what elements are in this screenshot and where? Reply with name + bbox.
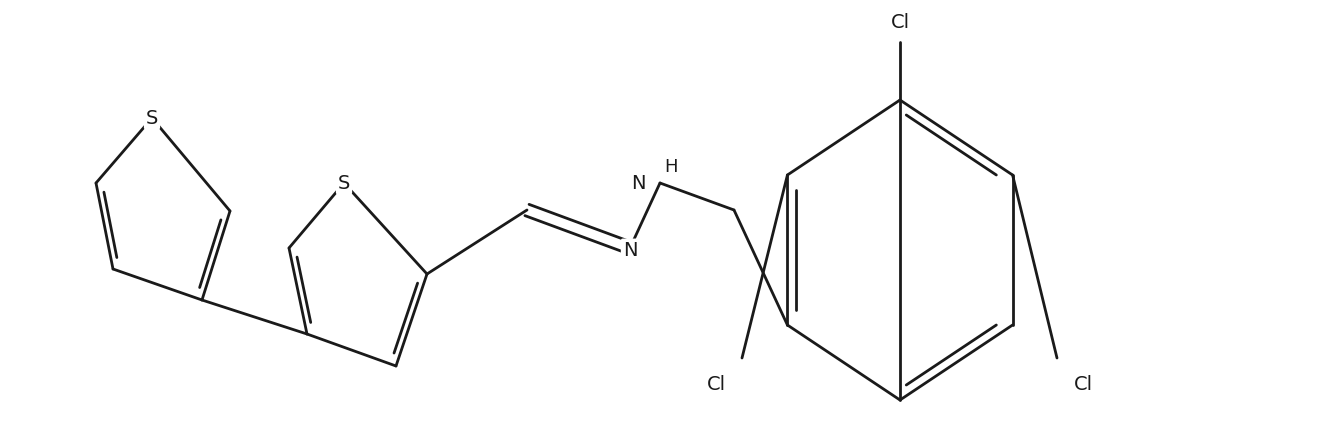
- Text: N: N: [631, 173, 646, 193]
- Text: Cl: Cl: [707, 375, 725, 395]
- Text: S: S: [338, 173, 350, 193]
- Text: N: N: [622, 241, 637, 259]
- Text: S: S: [145, 109, 159, 128]
- Text: Cl: Cl: [890, 12, 910, 32]
- Text: Cl: Cl: [1074, 375, 1092, 395]
- Text: H: H: [664, 158, 678, 176]
